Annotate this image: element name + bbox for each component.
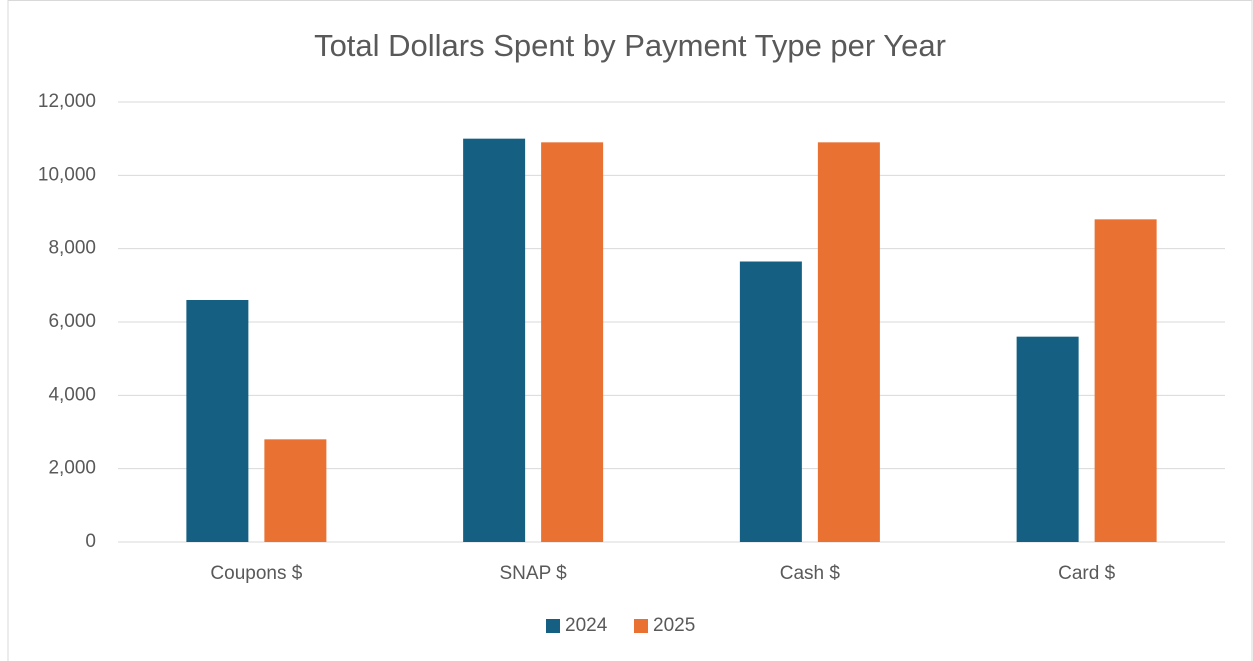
y-tick-label: 6,000: [48, 311, 96, 332]
y-tick-label: 10,000: [38, 164, 96, 185]
legend-label: 2024: [565, 615, 608, 636]
bar: [264, 439, 327, 542]
bar: [1094, 219, 1157, 543]
bar: [817, 142, 880, 543]
y-tick-label: 12,000: [38, 91, 96, 112]
bar: [186, 300, 249, 542]
y-tick-label: 4,000: [48, 384, 96, 405]
bar: [463, 138, 526, 542]
bar: [1016, 336, 1079, 542]
legend-label: 2025: [653, 615, 695, 636]
y-tick-label: 2,000: [48, 458, 96, 479]
legend-swatch: [546, 619, 560, 633]
x-tick-label: Card $: [1058, 563, 1115, 584]
y-tick-label: 8,000: [48, 238, 96, 259]
bar: [739, 261, 802, 542]
x-tick-label: SNAP $: [500, 563, 568, 584]
legend-swatch: [634, 619, 648, 633]
x-tick-label: Cash $: [780, 563, 841, 584]
bar: [541, 142, 604, 543]
y-tick-label: 0: [85, 531, 96, 552]
chart-title: Total Dollars Spent by Payment Type per …: [314, 28, 946, 63]
x-tick-label: Coupons $: [210, 563, 302, 584]
